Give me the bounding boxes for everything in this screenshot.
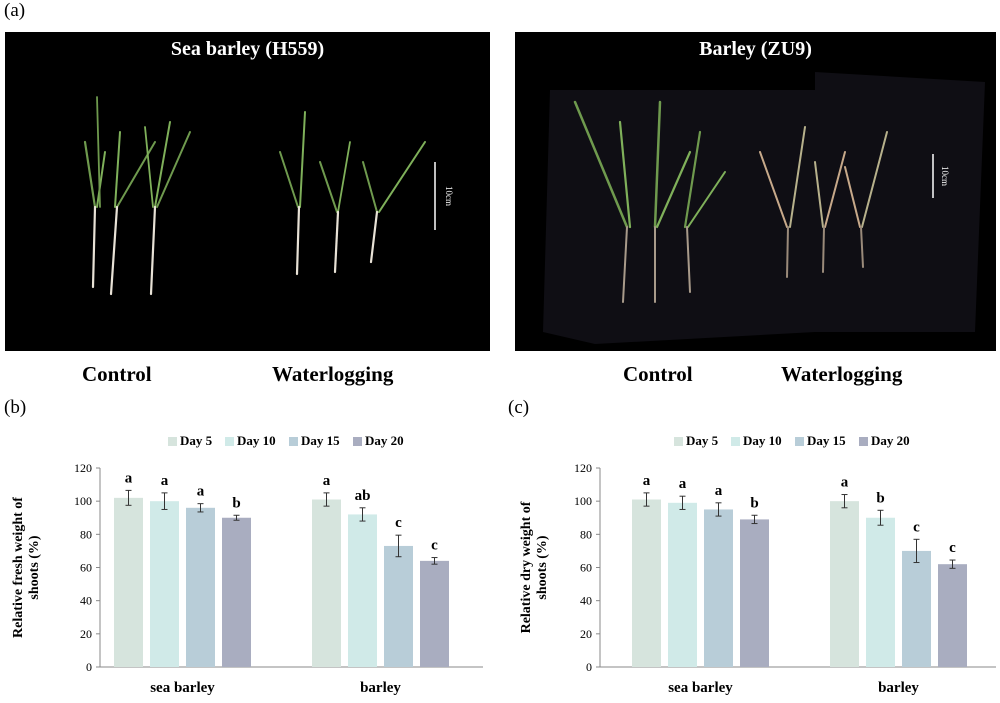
legend-label: Day 20 — [871, 433, 910, 448]
y-tick-label: 80 — [80, 527, 92, 541]
condition-label-waterlogging: Waterlogging — [781, 362, 903, 386]
bar — [222, 517, 251, 667]
bar — [632, 499, 661, 667]
bar — [348, 514, 377, 667]
panel-a-letter: (a) — [4, 0, 26, 21]
panel-b-letter: (b) — [4, 397, 27, 418]
y-tick-label: 120 — [74, 461, 92, 475]
sea-barley-plants-image — [83, 96, 436, 296]
legend-label: Day 5 — [180, 433, 213, 448]
x-category-label: barley — [360, 680, 401, 696]
bar — [114, 497, 143, 667]
legend-swatch — [225, 437, 234, 446]
significance-letter: a — [841, 475, 849, 491]
x-category-label: sea barley — [150, 680, 215, 696]
significance-letter: a — [679, 476, 687, 492]
significance-letter: c — [395, 515, 402, 531]
photo-title-barley: Barley (ZU9) — [699, 38, 812, 60]
bar — [938, 564, 967, 667]
bar — [830, 501, 859, 667]
significance-letter: c — [913, 519, 920, 535]
y-tick-label: 20 — [80, 627, 92, 641]
y-tick-label: 40 — [580, 594, 592, 608]
y-tick-label: 80 — [580, 527, 592, 541]
photo-barley: Barley (ZU9) 10cm — [515, 32, 996, 351]
significance-letter: a — [715, 483, 723, 499]
legend-swatch — [674, 437, 683, 446]
x-category-label: sea barley — [668, 680, 733, 696]
significance-letter: b — [750, 495, 758, 511]
significance-letter: a — [161, 473, 169, 489]
significance-letter: a — [323, 473, 331, 489]
panel-c-letter: (c) — [508, 397, 530, 418]
photo-sea-barley: Sea barley (H559) 10cm — [5, 32, 490, 351]
legend-label: Day 20 — [365, 433, 404, 448]
scale-label: 10cm — [444, 186, 454, 206]
y-tick-label: 0 — [586, 660, 592, 674]
y-tick-label: 120 — [574, 461, 592, 475]
y-tick-label: 60 — [80, 561, 92, 575]
legend-swatch — [353, 437, 362, 446]
y-tick-label: 60 — [580, 561, 592, 575]
y-tick-label: 0 — [86, 660, 92, 674]
y-tick-label: 100 — [574, 494, 592, 508]
dry-weight-chart: Day 5 Day 10 Day 15 Day 20 Relative dry weig… — [519, 433, 996, 696]
condition-label-control: Control — [623, 362, 693, 386]
bar — [668, 502, 697, 667]
legend-swatch — [168, 437, 177, 446]
legend-label: Day 10 — [237, 433, 276, 448]
y-tick-label: 100 — [74, 494, 92, 508]
significance-letter: b — [232, 495, 240, 511]
significance-letter: c — [949, 540, 956, 556]
bar — [740, 519, 769, 667]
x-category-label: barley — [878, 680, 919, 696]
legend-swatch — [795, 437, 804, 446]
legend-swatch — [859, 437, 868, 446]
bar — [384, 545, 413, 667]
legend-label: Day 5 — [686, 433, 719, 448]
condition-label-control: Control — [82, 362, 152, 386]
bar — [150, 501, 179, 667]
barley-plants-image — [543, 72, 985, 344]
legend-label: Day 15 — [807, 433, 846, 448]
y-axis-label: Relative fresh weight ofshoots (%) — [11, 497, 42, 638]
bar — [902, 550, 931, 667]
significance-letter: a — [643, 473, 651, 489]
significance-letter: c — [431, 538, 438, 554]
significance-letter: a — [197, 484, 205, 500]
legend-label: Day 10 — [743, 433, 782, 448]
y-axis-label: Relative dry weight ofshoots (%) — [519, 501, 550, 633]
legend-label: Day 15 — [301, 433, 340, 448]
scale-label: 10cm — [940, 166, 950, 186]
legend-swatch — [289, 437, 298, 446]
legend-swatch — [731, 437, 740, 446]
photo-title-sea-barley: Sea barley (H559) — [170, 38, 325, 60]
bar — [866, 517, 895, 667]
significance-letter: b — [876, 490, 884, 506]
bar — [186, 507, 215, 667]
fresh-weight-chart: Day 5 Day 10 Day 15 Day 20 Relative fresh we… — [11, 433, 483, 696]
significance-letter: ab — [355, 488, 371, 504]
y-tick-label: 20 — [580, 627, 592, 641]
bar — [704, 509, 733, 667]
y-tick-label: 40 — [80, 594, 92, 608]
bar — [420, 560, 449, 667]
condition-label-waterlogging: Waterlogging — [272, 362, 394, 386]
bar — [312, 499, 341, 667]
significance-letter: a — [125, 470, 133, 486]
